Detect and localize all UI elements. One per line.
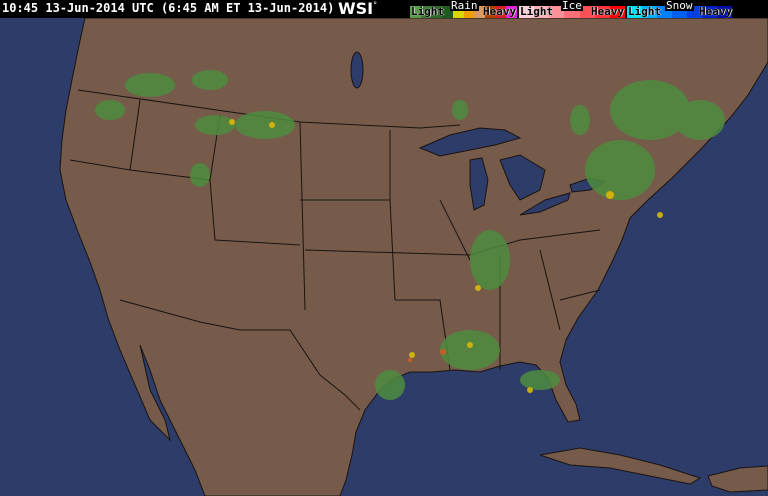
snow-swatch-1 xyxy=(642,6,657,18)
rain-swatch-7 xyxy=(484,6,496,18)
state-borders xyxy=(69,99,601,371)
borders xyxy=(69,89,601,411)
ice-swatch-4 xyxy=(579,6,595,18)
legend-ice-light: Light xyxy=(520,5,554,18)
legend-ice-heavy: Heavy xyxy=(591,5,625,18)
lake-huron xyxy=(499,154,546,201)
rain-swatch-5 xyxy=(463,6,475,18)
legend-rain-light: Light xyxy=(411,5,445,18)
header-bar: 10:45 13-Jun-2014 UTC (6:45 AM ET 13-Jun… xyxy=(0,0,768,18)
precipitation xyxy=(95,70,725,400)
lake-michigan xyxy=(469,157,489,211)
radar-map xyxy=(0,18,768,496)
great-lakes xyxy=(350,51,607,216)
rain-swatch-2 xyxy=(431,6,443,18)
cuba xyxy=(539,447,702,485)
wsi-logo: WSI° xyxy=(338,0,378,18)
lake-superior xyxy=(418,127,522,157)
snow-swatch-6 xyxy=(717,6,732,18)
lake-winnipeg xyxy=(350,51,364,89)
rain-swatch-8 xyxy=(495,6,507,18)
legend-snow xyxy=(627,6,732,18)
rain-swatch-0 xyxy=(410,6,421,18)
legend-snow-heavy: Heavy xyxy=(699,5,733,18)
lake-erie xyxy=(519,192,571,216)
rain-swatch-3 xyxy=(442,6,453,18)
hispaniola xyxy=(707,465,768,493)
us-canada-border xyxy=(77,89,461,129)
ice-swatch-6 xyxy=(609,6,625,18)
ice-swatch-0 xyxy=(519,6,535,18)
timestamp: 10:45 13-Jun-2014 UTC (6:45 AM ET 13-Jun… xyxy=(2,1,335,15)
snow-swatch-5 xyxy=(702,6,717,18)
legend-ice xyxy=(519,6,625,18)
rain-swatch-4 xyxy=(452,6,464,18)
legend-rain xyxy=(410,6,518,18)
radar-heavy-rain xyxy=(408,349,446,362)
us-mexico-border xyxy=(119,299,361,411)
legend-ice-title: Ice xyxy=(561,0,583,12)
rain-swatch-9 xyxy=(506,6,518,18)
rain-swatch-6 xyxy=(474,6,485,18)
legend-rain-title: Rain xyxy=(450,0,479,12)
radar-moderate-rain xyxy=(229,119,663,393)
legend-rain-heavy: Heavy xyxy=(483,5,517,18)
legend-snow-light: Light xyxy=(628,5,662,18)
snow-swatch-0 xyxy=(627,6,642,18)
ice-swatch-5 xyxy=(594,6,610,18)
rain-swatch-1 xyxy=(420,6,432,18)
ice-swatch-1 xyxy=(534,6,550,18)
ice-swatch-2 xyxy=(549,6,565,18)
legend-snow-title: Snow xyxy=(665,0,694,12)
radar-light-rain xyxy=(95,70,725,400)
